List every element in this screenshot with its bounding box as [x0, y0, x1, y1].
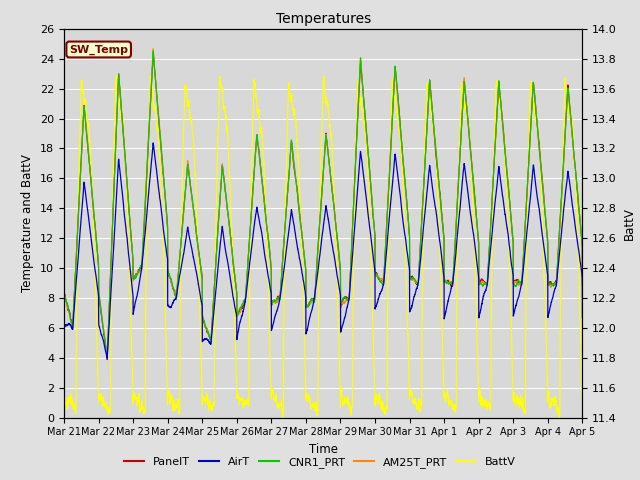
Y-axis label: BattV: BattV — [623, 207, 636, 240]
X-axis label: Time: Time — [308, 443, 338, 456]
Y-axis label: Temperature and BattV: Temperature and BattV — [22, 154, 35, 292]
Title: Temperatures: Temperatures — [276, 12, 371, 26]
Text: SW_Temp: SW_Temp — [69, 44, 128, 55]
Legend: PanelT, AirT, CNR1_PRT, AM25T_PRT, BattV: PanelT, AirT, CNR1_PRT, AM25T_PRT, BattV — [120, 452, 520, 472]
